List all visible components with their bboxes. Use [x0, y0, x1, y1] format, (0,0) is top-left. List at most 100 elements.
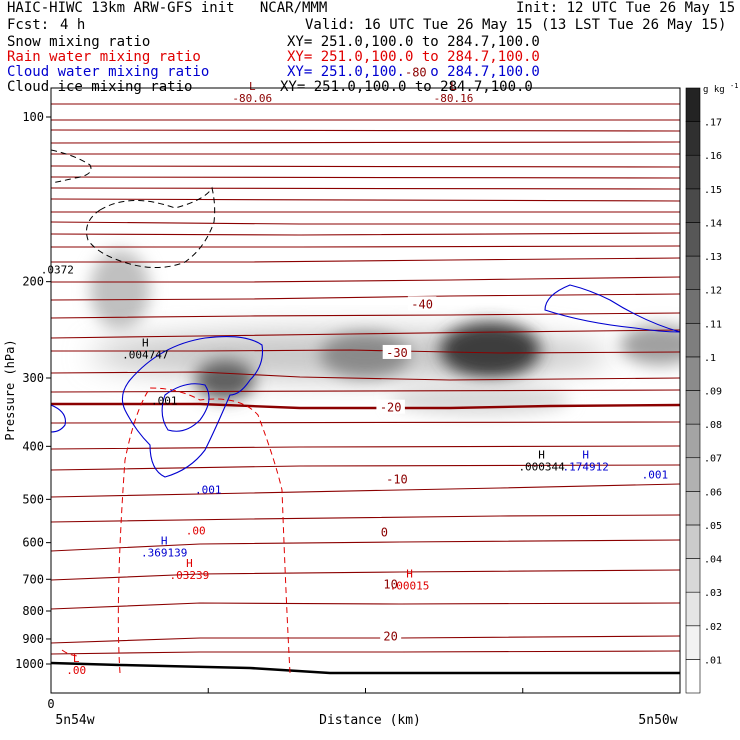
y-tick-label: 900 — [22, 632, 44, 646]
colorbar-label: .12 — [704, 286, 722, 297]
extremum-letter: L — [450, 80, 457, 93]
ice-shade-core-left — [195, 360, 255, 400]
field-name-rain: Rain water mixing ratio — [7, 49, 201, 65]
field-xy-cloud-water: XY= 251.0,100.0 to 284.7,100.0 — [287, 64, 540, 80]
isotherm — [51, 257, 680, 263]
x-right-label: 5n50w — [638, 713, 677, 728]
isotherm — [51, 312, 680, 319]
cloud-water-contour — [161, 383, 210, 432]
isotherm-label: -30 — [386, 346, 408, 360]
colorbar-label: .14 — [704, 218, 722, 229]
field-xy-rain: XY= 251.0,100.0 to 284.7,100.0 — [287, 49, 540, 65]
y-tick-label: 300 — [22, 371, 44, 385]
x-axis-label: Distance (km) — [319, 713, 421, 728]
isotherm — [51, 276, 680, 283]
forecast-value: 4 h — [60, 17, 86, 33]
isotherm-label: 20 — [383, 629, 397, 643]
colorbar-label: .17 — [704, 118, 722, 129]
isotherm — [51, 483, 680, 498]
colorbar-swatch — [685, 524, 701, 559]
extremum-letter: H — [161, 535, 168, 548]
surface-terrain-line — [50, 661, 680, 675]
isotherm — [51, 371, 680, 381]
isotherm — [51, 329, 680, 339]
isotherm-label: 10 — [383, 577, 397, 591]
cloud-water-contour — [544, 284, 680, 333]
x-tick-label: 0 — [47, 697, 54, 711]
colorbar-swatch — [685, 591, 701, 627]
isotherm-label-bg — [401, 64, 431, 79]
colorbar-unit: g kg — [703, 85, 725, 95]
y-tick-label: 400 — [22, 439, 44, 453]
cloud-water-contour — [51, 404, 66, 433]
colorbar-swatch — [685, 188, 701, 223]
colorbar-swatch — [685, 659, 701, 694]
extremum-value: -80.06 — [232, 92, 272, 105]
isotherm — [51, 293, 680, 301]
y-axis-label: Pressure (hPa) — [3, 339, 17, 440]
colorbar-swatch — [685, 289, 701, 324]
y-tick-label: 800 — [22, 604, 44, 618]
field-xy-cloud-ice: XY= 251.0,100.0 to 284.7,100.0 — [280, 79, 533, 95]
isotherm — [51, 176, 680, 179]
isotherm-zero — [51, 402, 680, 410]
isotherm-label-bg — [380, 628, 402, 643]
colorbar-label: .09 — [704, 387, 722, 398]
colorbar-label: .01 — [704, 655, 722, 666]
y-tick-label: 100 — [22, 110, 44, 124]
isotherm-label-bg — [377, 524, 392, 539]
isotherm — [51, 389, 680, 393]
valid-time: Valid: 16 UTC Tue 26 May 15 (13 LST Tue … — [305, 17, 727, 33]
isotherm — [51, 514, 680, 523]
isotherm — [51, 245, 680, 248]
isotherm — [51, 650, 680, 655]
colorbar-swatch — [685, 491, 701, 526]
field-name-snow: Snow mixing ratio — [7, 34, 151, 50]
field-name-cloud-ice: Cloud ice mixing ratio — [7, 79, 193, 95]
extremum-value: -80.16 — [434, 92, 474, 105]
isotherm — [51, 635, 680, 644]
isotherm-label: -40 — [411, 297, 433, 311]
colorbar-swatch — [685, 255, 701, 290]
extremum-value: .00015 — [390, 579, 430, 592]
isotherm — [51, 141, 680, 144]
contour-label: .00 — [186, 524, 206, 537]
colorbar-swatch — [685, 625, 701, 660]
extremum-value: .03239 — [170, 569, 210, 582]
colorbar-label: .07 — [704, 454, 722, 465]
extremum-value: .004747 — [122, 349, 168, 362]
extremum-value: .174912 — [562, 461, 608, 474]
init-time: Init: 12 UTC Tue 26 May 15 — [516, 0, 736, 16]
colorbar-swatch — [685, 390, 701, 425]
isotherm-label: -80 — [405, 66, 427, 80]
field-xy-snow: XY= 251.0,100.0 to 284.7,100.0 — [287, 34, 540, 50]
colorbar-swatch — [685, 423, 701, 459]
rain-contour — [117, 387, 291, 674]
colorbar-label: .03 — [704, 588, 722, 599]
rain-contour — [61, 649, 81, 657]
isotherm — [51, 445, 680, 450]
isotherm — [51, 421, 680, 424]
colorbar-label: .08 — [704, 420, 722, 431]
colorbar-swatch — [685, 222, 701, 257]
ice-shading — [90, 250, 680, 415]
temperature-isotherms — [51, 103, 680, 655]
isotherm — [51, 165, 680, 168]
isotherm-label-bg — [382, 471, 412, 486]
colorbar-swatch — [685, 87, 701, 122]
extremum-letter: H — [582, 449, 589, 462]
y-tick-label: 500 — [22, 492, 44, 506]
colorbar-label: .11 — [704, 319, 722, 330]
colorbar-label: .06 — [704, 487, 722, 498]
cloud-water-contours — [51, 284, 680, 478]
contour-label: .001 — [151, 395, 178, 408]
colorbar-swatch — [685, 154, 701, 190]
isotherm — [51, 349, 680, 354]
extremum-letter: H — [406, 567, 413, 580]
colorbar-swatch — [685, 558, 701, 593]
chart-title: HAIC-HIWC 13km ARW-GFS init NCAR/MMM — [7, 0, 328, 16]
isotherm — [51, 129, 680, 132]
colorbar-swatch — [685, 322, 701, 358]
extremum-letter: H — [186, 557, 193, 570]
isotherm-label: 0 — [381, 526, 388, 540]
